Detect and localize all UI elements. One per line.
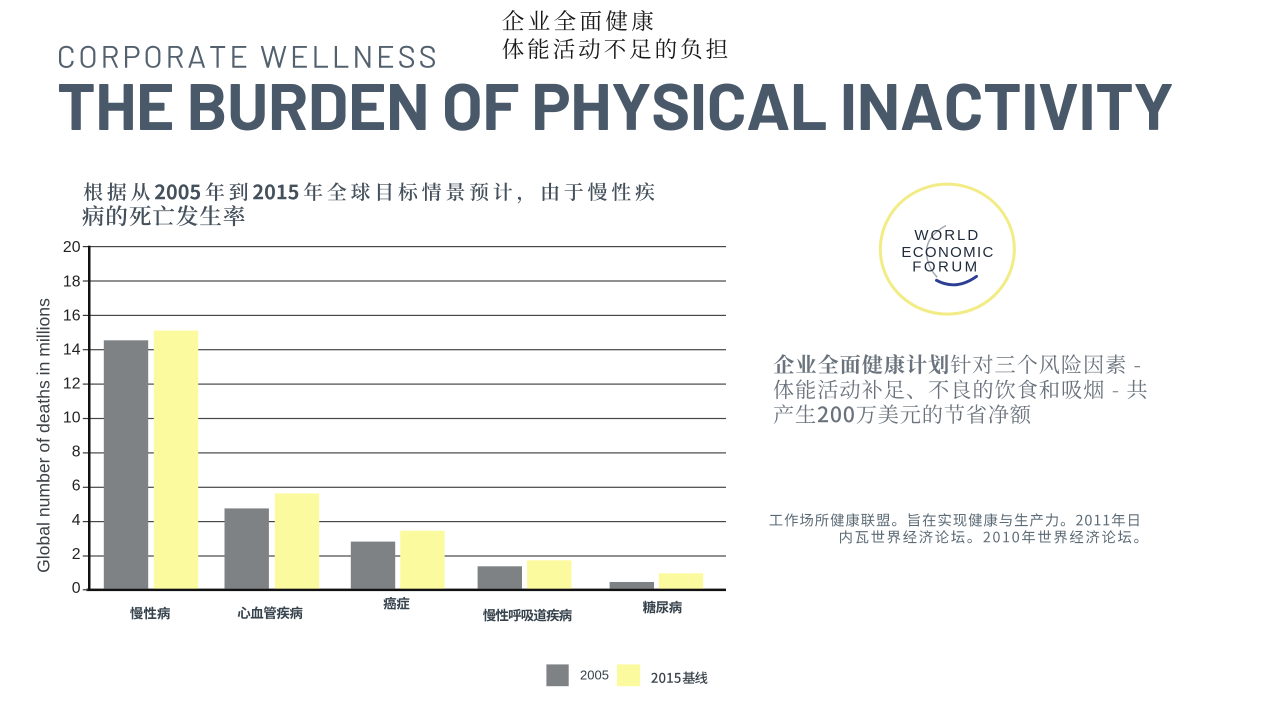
svg-text:2: 2 [72,546,81,563]
svg-text:16: 16 [63,307,81,324]
svg-text:2005: 2005 [580,668,609,683]
svg-text:6: 6 [72,478,81,495]
svg-text:20: 20 [63,239,81,256]
svg-text:12: 12 [63,376,81,393]
svg-text:ECONOMIC: ECONOMIC [901,244,994,261]
svg-text:8: 8 [72,444,81,461]
svg-text:Global number of deaths in mil: Global number of deaths in millions [33,298,53,573]
svg-text:14: 14 [63,341,81,358]
svg-text:18: 18 [63,273,81,290]
svg-text:10: 10 [63,410,81,427]
svg-text:WORLD: WORLD [914,227,980,244]
svg-text:4: 4 [72,512,81,529]
svg-text:FORUM: FORUM [912,258,980,275]
svg-text:0: 0 [72,580,81,597]
